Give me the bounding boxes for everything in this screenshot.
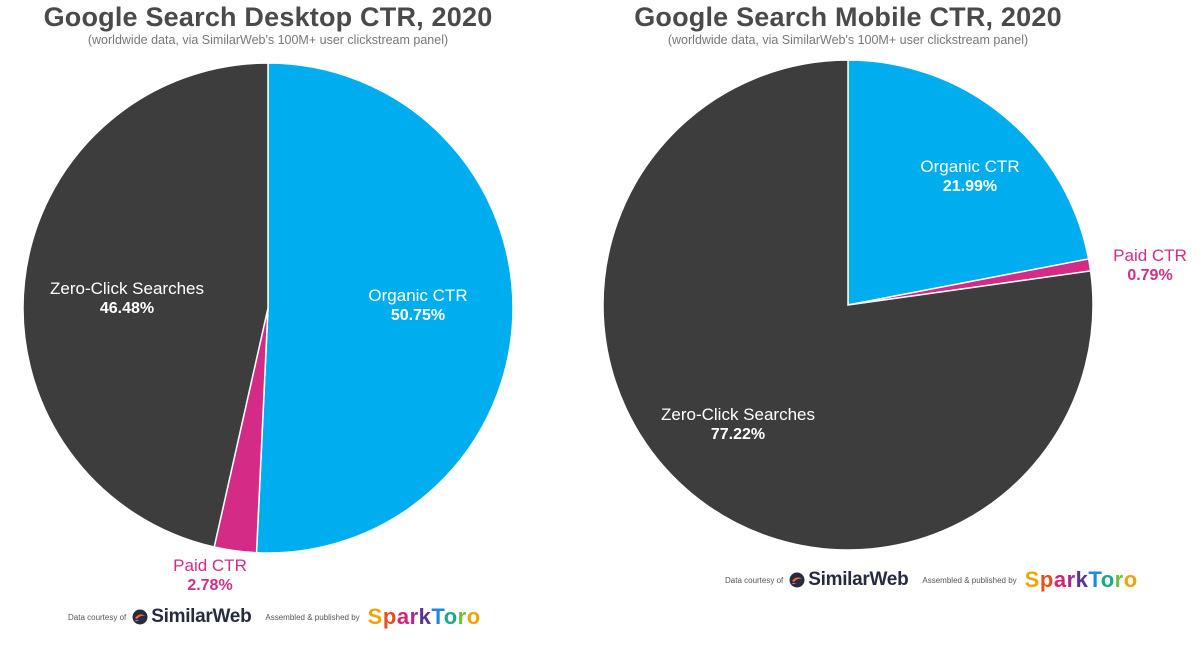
chart-title: Google Search Desktop CTR, 2020 [43,2,493,32]
slice-name: Zero-Click Searches [50,279,204,298]
similarweb-icon [132,609,148,625]
mobile-pie-chart [602,59,1094,551]
similarweb-icon [789,572,805,588]
slice-label-paid: Paid CTR 0.79% [1100,246,1200,286]
data-courtesy-text: Data courtesy of [725,575,784,585]
similarweb-logo: SimilarWeb [132,606,252,628]
chart-title: Google Search Mobile CTR, 2020 [634,2,1062,32]
desktop-pie-chart [22,62,514,554]
similarweb-wordmark: SimilarWeb [808,569,909,590]
slice-name: Paid CTR [173,556,247,575]
data-courtesy-text: Data courtesy of [68,612,127,622]
slice-value: 77.22% [710,426,766,444]
pie-slice-organic-ctr [847,59,1090,306]
desktop-chart-panel: Google Search Desktop CTR, 2020 (worldwi… [0,0,540,671]
pie-slice-zero-click-searches [602,59,1094,551]
chart-subtitle: (worldwide data, via SimilarWeb's 100M+ … [87,33,449,47]
slice-value: 0.79% [1127,267,1173,285]
pie-slice-zero-click-searches [22,62,269,548]
chart-subtitle: (worldwide data, via SimilarWeb's 100M+ … [667,33,1029,47]
slice-label-organic: Organic CTR 21.99% [900,157,1040,197]
slice-label-organic: Organic CTR 50.75% [348,286,488,326]
slice-name: Organic CTR [920,157,1020,176]
slice-value: 46.48% [99,300,155,318]
slice-value: 50.75% [390,307,446,325]
credits: Data courtesy of SimilarWeb Assembled & … [68,604,481,630]
slice-value: 21.99% [942,178,998,196]
assembled-text: Assembled & published by [265,612,360,622]
assembled-text: Assembled & published by [922,575,1017,585]
similarweb-wordmark: SimilarWeb [151,606,252,627]
slice-label-zero-click: Zero-Click Searches 46.48% [22,279,232,319]
mobile-chart-panel: Google Search Mobile CTR, 2020 (worldwid… [580,0,1200,671]
slice-value: 2.78% [187,577,233,595]
pie-slice-organic-ctr [255,62,514,554]
slice-name: Organic CTR [368,286,468,305]
credits: Data courtesy of SimilarWeb Assembled & … [725,567,1138,593]
similarweb-logo: SimilarWeb [789,569,909,591]
slice-name: Zero-Click Searches [661,405,815,424]
sparktoro-logo: SparkToro [367,604,481,629]
slice-name: Paid CTR [1113,246,1187,265]
slice-label-paid: Paid CTR 2.78% [150,556,270,596]
slice-label-zero-click: Zero-Click Searches 77.22% [638,405,838,445]
sparktoro-logo: SparkToro [1024,567,1138,592]
